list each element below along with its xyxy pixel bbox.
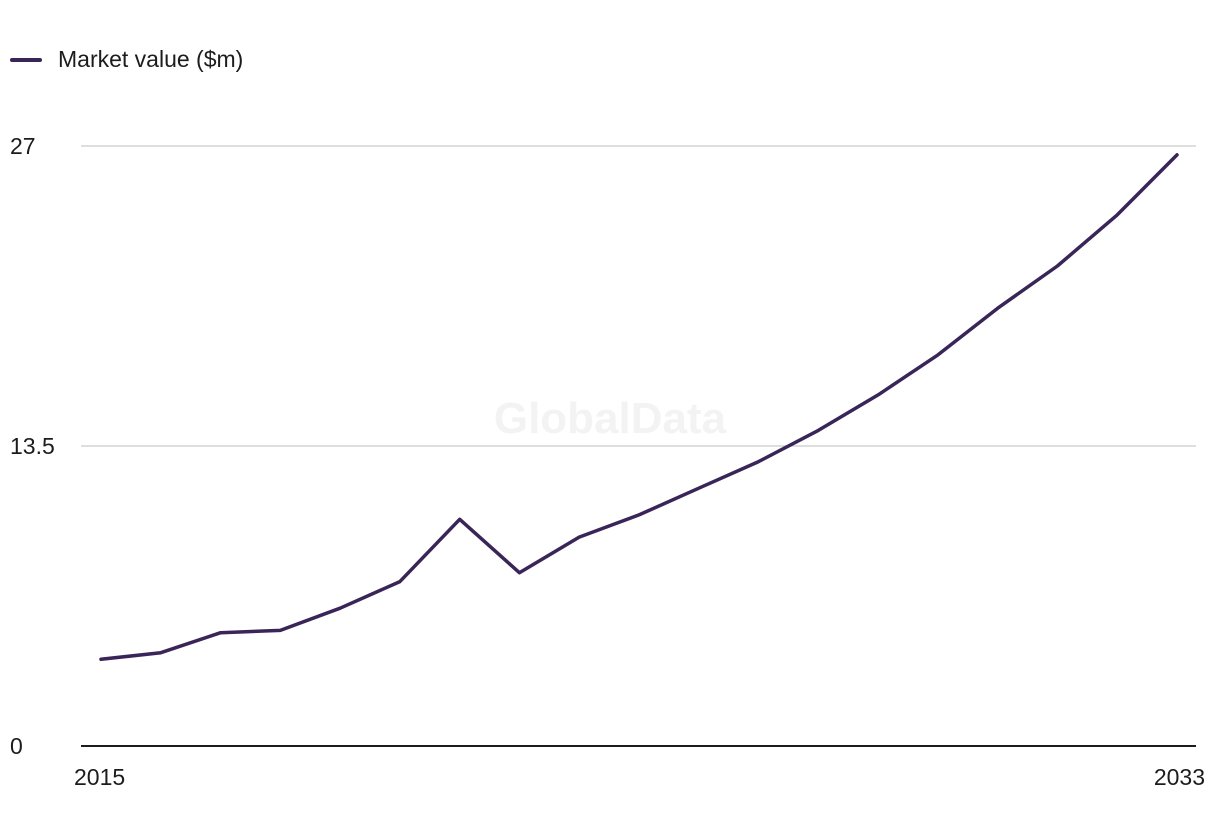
y-tick-label: 13.5 bbox=[10, 433, 55, 459]
legend-label: Market value ($m) bbox=[58, 46, 244, 72]
legend-swatch bbox=[10, 57, 42, 62]
x-tick-label: 2033 bbox=[1154, 764, 1205, 790]
series-layer bbox=[99, 153, 1179, 662]
axis-layer: 0 13.5 27 2015 2033 bbox=[10, 133, 1205, 790]
x-tick-label: 2015 bbox=[74, 764, 125, 790]
y-tick-label: 27 bbox=[10, 133, 36, 159]
y-tick-label: 0 bbox=[10, 733, 23, 759]
legend: Market value ($m) bbox=[10, 46, 243, 73]
series-line bbox=[99, 153, 1179, 662]
watermark: GlobalData bbox=[494, 394, 727, 443]
grid-layer bbox=[81, 145, 1196, 447]
